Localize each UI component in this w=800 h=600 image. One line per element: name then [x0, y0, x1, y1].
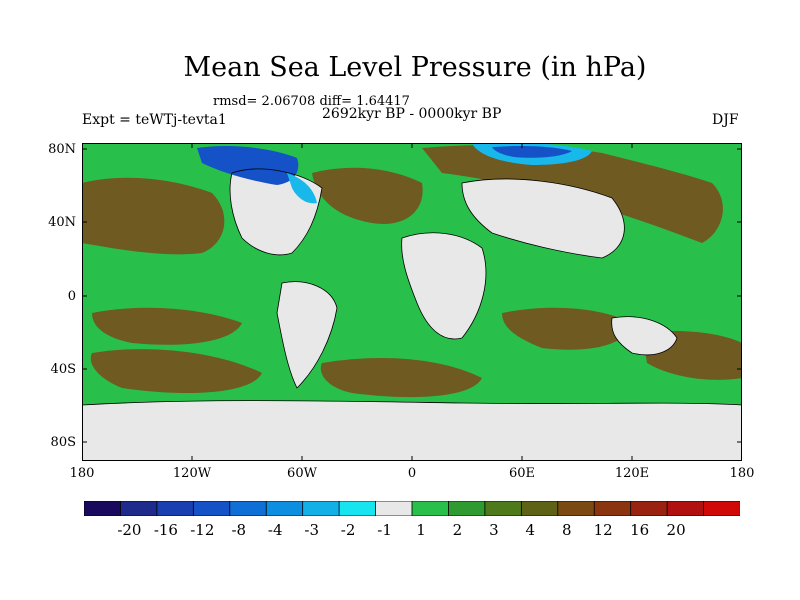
- lon-label-0: 0: [407, 466, 417, 481]
- colorbar-label: -1: [377, 521, 392, 539]
- colorbar-swatch: [229, 501, 267, 516]
- colorbar-label: 4: [525, 521, 536, 539]
- colorbar-swatch: [192, 501, 231, 516]
- colorbar-label: -3: [304, 521, 319, 539]
- lat-label-0: 0: [67, 289, 76, 304]
- colorbar-swatch: [156, 501, 195, 516]
- greenland-low: [197, 146, 299, 185]
- lon-label-60e: 60E: [508, 466, 536, 481]
- colorbar-swatch: [557, 501, 595, 516]
- greenland-low-edge: [287, 173, 317, 204]
- colorbar-swatch: [120, 501, 158, 516]
- lon-label-180e: 180: [729, 466, 755, 481]
- colorbar-label: -16: [153, 521, 178, 539]
- colorbar-swatch: [520, 501, 559, 516]
- colorbar-swatch: [484, 501, 523, 516]
- colorbar-swatch: [593, 501, 632, 516]
- colorbar-label: -2: [340, 521, 356, 539]
- north-pacific-high: [82, 177, 225, 255]
- lon-label-180w: 180: [69, 466, 95, 481]
- negative-anomaly-regions: [197, 143, 592, 204]
- lon-ticks: [191, 143, 633, 461]
- brown-anomaly-regions: [82, 144, 742, 398]
- lat-label-40s: 40S: [50, 362, 76, 377]
- lat-label-80s: 80S: [50, 435, 76, 450]
- stats-text: rmsd= 2.06708 diff= 1.64417: [213, 94, 410, 109]
- colorbar-swatch: [630, 501, 668, 516]
- tropical-pacific-high: [92, 307, 242, 345]
- lat-label-40n: 40N: [48, 215, 76, 230]
- colorbar-swatch: [338, 501, 377, 516]
- experiment-label: Expt = teWTj-tevta1: [82, 112, 227, 128]
- eurasia: [462, 178, 625, 258]
- africa: [401, 232, 486, 339]
- lon-label-120e: 120E: [614, 466, 650, 481]
- lon-label-120w: 120W: [172, 466, 212, 481]
- colorbar-swatch: [703, 501, 740, 516]
- colorbar-swatch: [84, 501, 122, 516]
- colorbar: [84, 501, 740, 516]
- colorbar-swatch: [411, 501, 450, 516]
- siberia-low-core: [492, 146, 572, 158]
- colorbar-label: -4: [267, 521, 283, 539]
- antarctica: [82, 400, 742, 461]
- lat-label-80n: 80N: [48, 142, 76, 157]
- lon-label-60w: 60W: [287, 466, 317, 481]
- coastlines: [82, 168, 742, 406]
- colorbar-label: 1: [416, 521, 426, 539]
- colorbar-swatch: [265, 501, 304, 516]
- colorbar-swatch: [666, 501, 705, 516]
- colorbar-label: -8: [231, 521, 247, 539]
- colorbar-label: 2: [452, 521, 463, 539]
- colorbar-label: 3: [489, 521, 499, 539]
- period-subtitle: 2692kyr BP - 0000kyr BP: [322, 106, 502, 122]
- colorbar-label: 12: [593, 521, 613, 539]
- season-label: DJF: [712, 112, 739, 128]
- colorbar-label: 16: [630, 521, 650, 539]
- south-america: [277, 281, 337, 388]
- indian-ocean-high: [502, 307, 632, 350]
- colorbar-label: 20: [666, 521, 686, 539]
- pressure-anomaly-map: [82, 143, 742, 461]
- colorbar-label: 8: [562, 521, 572, 539]
- colorbar-swatch: [375, 501, 413, 516]
- australia: [611, 316, 677, 355]
- colorbar-label: -20: [117, 521, 142, 539]
- lat-ticks: [82, 148, 742, 443]
- neutral-land-regions: [82, 168, 742, 461]
- map-title: Mean Sea Level Pressure (in hPa): [183, 52, 647, 83]
- colorbar-label: -12: [190, 521, 215, 539]
- colorbar-swatch: [448, 501, 486, 516]
- north-atlantic-high: [312, 167, 423, 224]
- south-pacific-high: [90, 349, 262, 393]
- south-atlantic-high: [320, 358, 482, 398]
- colorbar-swatch: [302, 501, 340, 516]
